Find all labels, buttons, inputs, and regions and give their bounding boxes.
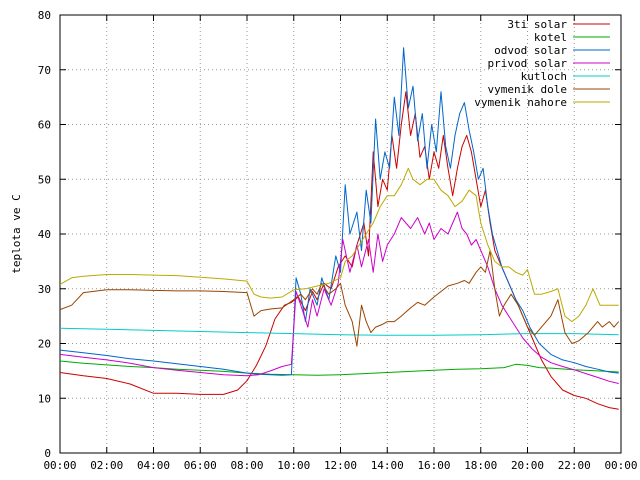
- legend-label-vymenik-dole: vymenik dole: [488, 83, 567, 96]
- series-line-privod-solar: [59, 211, 619, 384]
- x-tick-label: 08:00: [230, 459, 263, 472]
- legend-label-privod-solar: privod solar: [488, 57, 568, 70]
- x-tick-label: 00:00: [604, 459, 637, 472]
- x-tick-label: 04:00: [137, 459, 170, 472]
- y-axis-label: teplota ve C: [10, 194, 23, 273]
- grid-lines: [60, 15, 621, 453]
- series-line-kotel: [59, 360, 619, 376]
- x-tick-label: 20:00: [511, 459, 544, 472]
- x-axis-ticks: 00:00 02:00 04:00 06:00 08:00 10:00 12:00 14:00…: [43, 15, 638, 472]
- series-line-kutloch: [59, 327, 619, 336]
- x-tick-label: 14:00: [371, 459, 404, 472]
- x-tick-label: 22:00: [558, 459, 591, 472]
- x-tick-label: 06:00: [184, 459, 217, 472]
- y-tick-label: 80: [38, 9, 51, 22]
- series-line-vymenik-dole: [59, 249, 620, 347]
- y-tick-label: 10: [38, 392, 51, 405]
- legend-label-odvod-solar: odvod solar: [494, 44, 567, 57]
- y-tick-label: 20: [38, 338, 51, 351]
- legend-label-vymenik-nahore: vymenik nahore: [474, 96, 567, 109]
- legend-label-kotel: kotel: [534, 31, 567, 44]
- series-lines: [59, 47, 620, 410]
- y-tick-label: 70: [38, 64, 51, 77]
- legend-label-3ti-solar: 3ti solar: [507, 18, 567, 31]
- y-tick-label: 0: [44, 447, 51, 460]
- series-line-vymenik-nahore: [59, 167, 619, 323]
- x-tick-label: 00:00: [43, 459, 76, 472]
- y-tick-label: 60: [38, 119, 51, 132]
- y-tick-label: 30: [38, 283, 51, 296]
- x-tick-label: 02:00: [90, 459, 123, 472]
- series-line-odvod-solar: [59, 47, 619, 376]
- x-tick-label: 10:00: [277, 459, 310, 472]
- series-line-3ti-solar: [59, 91, 619, 410]
- x-tick-label: 18:00: [464, 459, 497, 472]
- x-tick-label: 12:00: [324, 459, 357, 472]
- y-tick-label: 50: [38, 173, 51, 186]
- legend-label-kutloch: kutloch: [521, 70, 567, 83]
- y-tick-label: 40: [38, 228, 51, 241]
- y-axis-ticks: 0 10 20 30 40 50 60 70 80: [38, 9, 621, 460]
- x-tick-label: 16:00: [417, 459, 450, 472]
